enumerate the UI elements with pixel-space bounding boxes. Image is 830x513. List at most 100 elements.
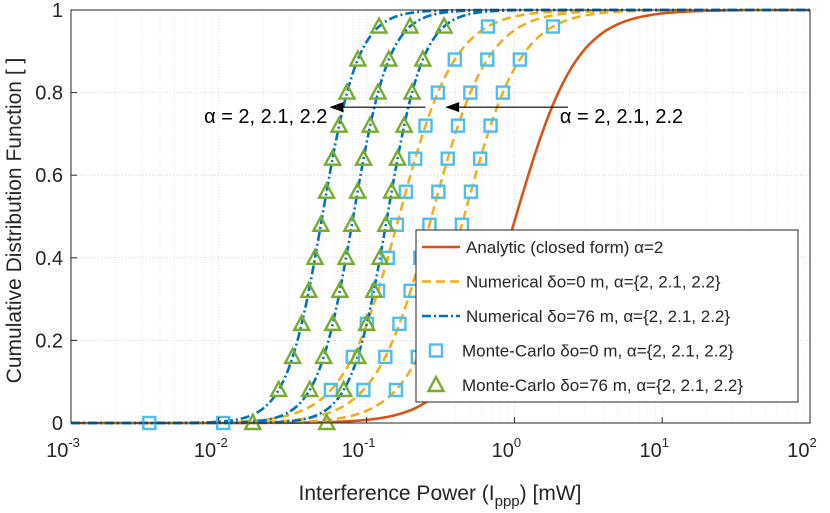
x-tick-base: 10 <box>46 440 68 462</box>
mc-square-marker-0-7 <box>463 184 479 199</box>
mc-triangle-marker-4-11 <box>400 15 420 34</box>
mc-triangle-marker-3-11 <box>413 49 433 67</box>
mc-triangle-marker-3-8 <box>388 148 408 166</box>
mc-triangle-marker-5-0 <box>317 412 337 431</box>
mc-triangle-marker-5-9 <box>329 115 349 133</box>
legend-label-analytic: Analytic (closed form) α=2 <box>466 238 663 257</box>
mc-triangle-marker-5-1 <box>269 379 289 398</box>
x-axis-label-suffix: ) [mW] <box>520 482 582 505</box>
x-tick-exponent: 0 <box>514 435 521 450</box>
mc-triangle-marker-5-12 <box>369 15 389 34</box>
legend-label-numerical0: Numerical δo=0 m, α={2, 2.1, 2.2} <box>466 273 721 292</box>
mc-triangle-marker-4-7 <box>354 148 374 166</box>
x-axis-label-main: Interference Power (I <box>299 482 495 505</box>
mc-triangle-marker-5-6 <box>311 214 331 232</box>
mc-triangle-marker-3-10 <box>402 82 422 100</box>
mc-square-marker-1-2 <box>392 316 407 332</box>
mc-triangle-marker-5-3 <box>292 313 312 332</box>
y-axis-label: Cumulative Distribution Function [ ] <box>3 58 26 384</box>
mc-triangle-marker-3-6 <box>376 214 396 232</box>
legend-swatch-mc_triangle <box>426 374 446 393</box>
x-tick-exponent: -3 <box>68 435 80 450</box>
y-tick-label-2: 0.4 <box>35 248 63 270</box>
mc-triangle-marker-5-8 <box>323 148 343 166</box>
x-tick-label-1: 10-2 <box>194 435 228 462</box>
legend-label-mc_square: Monte-Carlo δo=0 m, α={2, 2.1, 2.2} <box>462 342 734 361</box>
mc-triangle-marker-5-4 <box>299 280 319 299</box>
mc-triangle-marker-4-2 <box>323 313 343 332</box>
x-tick-exponent: -2 <box>216 435 228 450</box>
mc-triangle-marker-4-8 <box>360 115 380 133</box>
legend-label-numerical76: Numerical δo=76 m, α={2, 2.1, 2.2} <box>466 307 730 326</box>
x-tick-base: 10 <box>342 440 364 462</box>
mc-square-marker-2-1 <box>323 382 339 398</box>
mc-triangle-marker-5-10 <box>337 82 357 100</box>
mc-square-marker-2-7 <box>398 184 414 199</box>
mc-triangle-marker-3-5 <box>370 247 390 265</box>
annotation-right-text: α = 2, 2.1, 2.2 <box>560 106 683 128</box>
x-tick-label-5: 102 <box>787 435 816 462</box>
mc-square-marker-1-9 <box>463 85 478 100</box>
legend-swatch-mc_square <box>428 343 444 358</box>
mc-triangle-marker-5-5 <box>305 247 325 265</box>
mc-square-marker-0-1 <box>388 382 404 398</box>
mc-square-marker-2-10 <box>430 85 446 100</box>
x-tick-base: 10 <box>492 440 514 462</box>
y-tick-label-1: 0.2 <box>35 330 63 352</box>
mc-triangle-marker-4-1 <box>314 346 334 365</box>
mc-triangle-marker-4-4 <box>336 247 356 265</box>
x-tick-exponent: -1 <box>364 435 376 450</box>
mc-triangle-marker-3-0 <box>243 412 263 431</box>
y-tick-label-0: 0 <box>52 413 63 435</box>
mc-triangle-marker-3-7 <box>382 181 402 199</box>
mc-square-marker-1-7 <box>440 151 455 166</box>
x-tick-exponent: 2 <box>810 435 817 450</box>
x-axis-label: Interference Power (Ippp) [mW] <box>299 482 582 510</box>
mc-triangle-marker-5-2 <box>283 346 303 365</box>
mc-triangle-marker-5-11 <box>348 49 368 67</box>
axes-layer: 10-3 10-2 10-1 100 101 10200.20.40.60.81Inter… <box>3 0 817 510</box>
y-tick-label-5: 1 <box>52 0 63 22</box>
mc-square-marker-0-9 <box>483 118 498 133</box>
mc-triangle-marker-3-9 <box>394 115 414 133</box>
x-tick-base: 10 <box>787 440 809 462</box>
mc-triangle-marker-3-2 <box>348 346 368 365</box>
y-tick-label-4: 0.8 <box>35 83 63 105</box>
mc-triangle-marker-3-4 <box>364 280 384 299</box>
mc-triangle-marker-4-6 <box>348 181 368 199</box>
mc-square-marker-2-8 <box>407 151 423 166</box>
annotation-right-arrow-head <box>445 102 460 113</box>
mc-square-marker-0-8 <box>473 151 488 166</box>
x-tick-exponent: 1 <box>662 435 669 450</box>
legend: Analytic (closed form) α=2 Numerical δo=0… <box>415 229 799 403</box>
mc-triangle-marker-3-12 <box>434 15 454 34</box>
axes-box <box>70 9 811 424</box>
mc-triangle-marker-4-3 <box>330 280 350 299</box>
x-tick-label-3: 100 <box>492 435 521 462</box>
x-axis-label-sub: ppp <box>495 493 520 510</box>
x-tick-label-4: 101 <box>639 435 668 462</box>
mc-triangle-marker-3-3 <box>357 313 377 332</box>
annotation-left-arrow-head <box>329 102 344 113</box>
mc-triangle-marker-5-7 <box>317 181 337 199</box>
mc-square-marker-0-11 <box>512 52 528 67</box>
legend-box <box>415 229 799 403</box>
mc-square-marker-1-6 <box>431 184 446 199</box>
mc-triangle-marker-4-5 <box>342 214 362 232</box>
x-tick-label-2: 10-1 <box>342 435 376 462</box>
x-tick-base: 10 <box>639 440 661 462</box>
x-tick-base: 10 <box>194 440 216 462</box>
legend-label-mc_triangle: Monte-Carlo δo=76 m, α={2, 2.1, 2.2} <box>462 376 743 395</box>
mc-square-marker-2-9 <box>418 118 433 133</box>
mc-square-marker-1-0 <box>356 382 371 398</box>
mc-triangle-marker-4-10 <box>379 49 399 67</box>
annotation-layer: α = 2, 2.1, 2.2 α = 2, 2.1, 2.2 <box>204 102 683 128</box>
mc-triangle-marker-4-0 <box>300 379 320 398</box>
mc-square-marker-1-1 <box>378 349 393 365</box>
mc-square-marker-1-8 <box>450 118 466 133</box>
mc-triangle-marker-4-9 <box>368 82 388 100</box>
mc-square-marker-1-10 <box>480 52 495 67</box>
mc-square-marker-2-11 <box>447 52 462 67</box>
mc-triangle-marker-3-1 <box>334 379 354 398</box>
